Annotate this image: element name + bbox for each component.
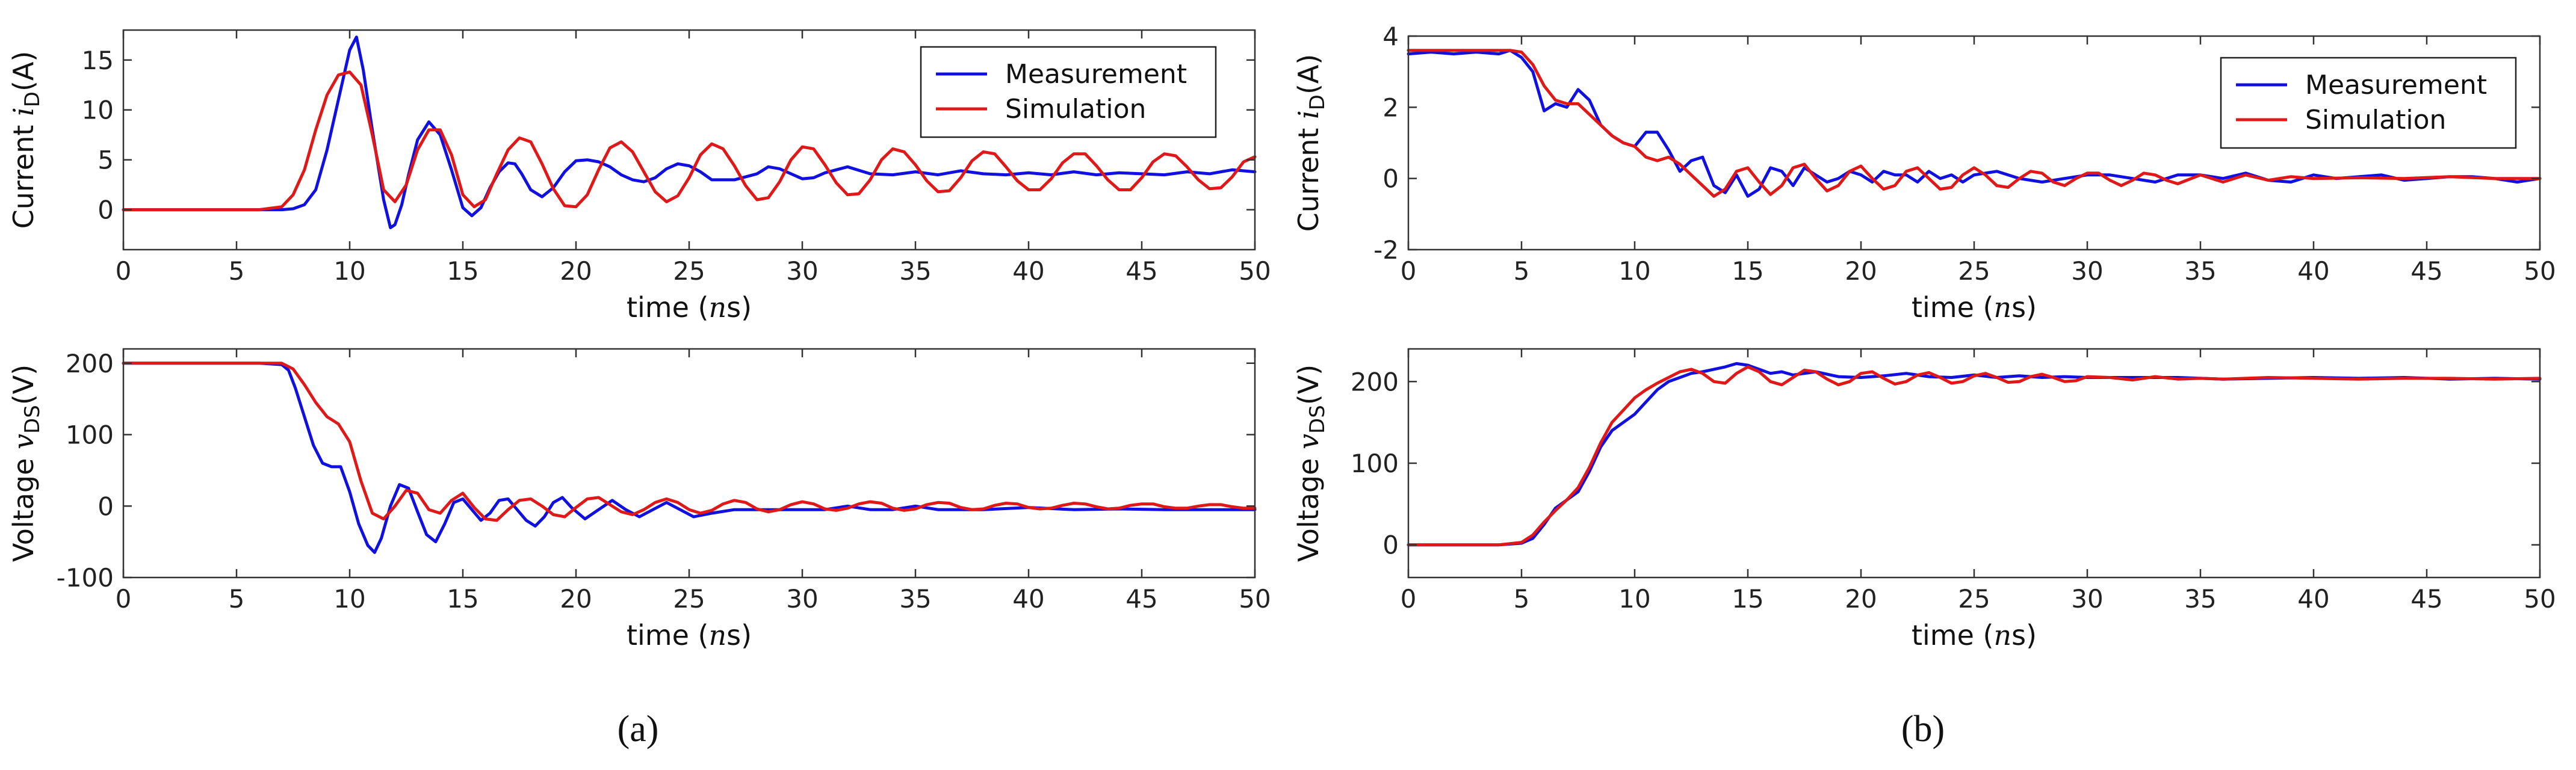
y-tick-label: -2	[1373, 235, 1399, 265]
x-tick-label: 10	[333, 256, 365, 286]
x-tick-label: 50	[2524, 256, 2556, 286]
y-tick-label: 10	[82, 96, 114, 125]
x-tick-label: 15	[447, 584, 478, 614]
x-tick-label: 20	[1845, 584, 1877, 614]
x-axis-title: time (ns)	[627, 619, 752, 651]
x-tick-label: 25	[673, 256, 705, 286]
x-tick-label: 25	[673, 584, 705, 614]
x-axis-title: time (ns)	[1912, 291, 2037, 324]
series-simulation-line	[122, 362, 1257, 522]
series-measurement-line	[1407, 362, 2542, 547]
x-tick-label: 40	[1012, 584, 1044, 614]
x-tick-label: 35	[2184, 584, 2216, 614]
x-tick-label: 30	[2071, 584, 2103, 614]
y-tick-label: 200	[1351, 367, 1399, 396]
y-tick-label: 100	[66, 420, 114, 450]
x-tick-label: 20	[560, 256, 592, 286]
legend-label-simulation: Simulation	[1005, 94, 1146, 125]
x-tick-label: 5	[229, 584, 245, 614]
x-tick-label: 10	[1618, 256, 1650, 286]
x-tick-label: 20	[560, 584, 592, 614]
y-tick-label: 0	[98, 491, 114, 521]
chart-b-bottom: 0 5 10 15 20 25 30 35 40 45 50 0 100 200 time (ns) Volt…	[1292, 348, 2556, 651]
y-tick-label: 5	[98, 146, 114, 175]
x-tick-label: 40	[2297, 256, 2329, 286]
legend-box	[920, 46, 1217, 138]
x-tick-label: 25	[1958, 256, 1990, 286]
y-tick-label: 100	[1351, 449, 1399, 478]
series-measurement-line	[122, 35, 1257, 229]
x-tick-label: 45	[1125, 256, 1157, 286]
y-tick-label: 0	[1382, 531, 1399, 560]
x-tick-label: 15	[1732, 256, 1763, 286]
series-measurement-line	[122, 362, 1257, 554]
x-tick-label: 5	[1514, 256, 1530, 286]
x-axis-title: time (ns)	[627, 291, 752, 324]
x-tick-label: 30	[2071, 256, 2103, 286]
x-tick-label: 5	[1514, 584, 1530, 614]
plot-frame	[1407, 348, 2541, 579]
x-tick-label: 0	[116, 584, 132, 614]
legend: Measurement Simulation	[2220, 57, 2517, 149]
x-tick-label: 45	[1125, 584, 1157, 614]
y-tick-label: 15	[82, 46, 114, 75]
x-tick-label: 30	[786, 256, 818, 286]
x-tick-label: 40	[1012, 256, 1044, 286]
panel-label-b: (b)	[1901, 709, 1945, 750]
x-tick-label: 25	[1958, 584, 1990, 614]
x-tick-label: 45	[2410, 584, 2442, 614]
legend: Measurement Simulation	[920, 46, 1217, 138]
y-axis-title: Current iD(A)	[1292, 54, 1330, 232]
y-tick-label: -100	[57, 563, 114, 593]
x-tick-label: 35	[899, 584, 931, 614]
x-tick-label: 35	[2184, 256, 2216, 286]
legend-label-measurement: Measurement	[2305, 70, 2487, 100]
series-simulation-line	[1407, 365, 2542, 547]
series-simulation-line	[122, 70, 1257, 212]
x-tick-label: 0	[116, 256, 132, 286]
x-tick-label: 45	[2410, 256, 2442, 286]
x-tick-label: 10	[333, 584, 365, 614]
x-tick-label: 0	[1401, 584, 1417, 614]
y-tick-label: 2	[1382, 93, 1399, 122]
chart-a-top: 0 5 10 15 20 25 30 35 40 45 50 0 5 10 15 time (ns) Curre…	[7, 29, 1271, 324]
panel-label-a: (a)	[618, 709, 659, 750]
y-axis-title: Current iD(A)	[7, 51, 45, 229]
x-tick-label: 15	[1732, 584, 1763, 614]
series-simulation-line	[1407, 49, 2542, 198]
y-tick-label: 200	[66, 349, 114, 378]
x-axis-title: time (ns)	[1912, 619, 2037, 651]
legend-label-measurement: Measurement	[1005, 59, 1187, 90]
y-axis-title: Voltage vDS(V)	[1292, 365, 1330, 562]
x-tick-label: 35	[899, 256, 931, 286]
x-tick-label: 50	[1239, 584, 1271, 614]
x-tick-label: 50	[1239, 256, 1271, 286]
legend-label-simulation: Simulation	[2305, 105, 2446, 135]
y-tick-label: 4	[1382, 22, 1399, 51]
x-tick-label: 40	[2297, 584, 2329, 614]
y-axis-title: Voltage vDS(V)	[7, 365, 45, 562]
x-tick-label: 30	[786, 584, 818, 614]
x-tick-label: 0	[1401, 256, 1417, 286]
y-tick-label: 0	[1382, 164, 1399, 194]
x-tick-label: 10	[1618, 584, 1650, 614]
y-tick-label: 0	[98, 196, 114, 225]
x-tick-label: 15	[447, 256, 478, 286]
x-tick-label: 5	[229, 256, 245, 286]
legend-box	[2220, 57, 2517, 149]
x-tick-label: 50	[2524, 584, 2556, 614]
x-tick-label: 20	[1845, 256, 1877, 286]
